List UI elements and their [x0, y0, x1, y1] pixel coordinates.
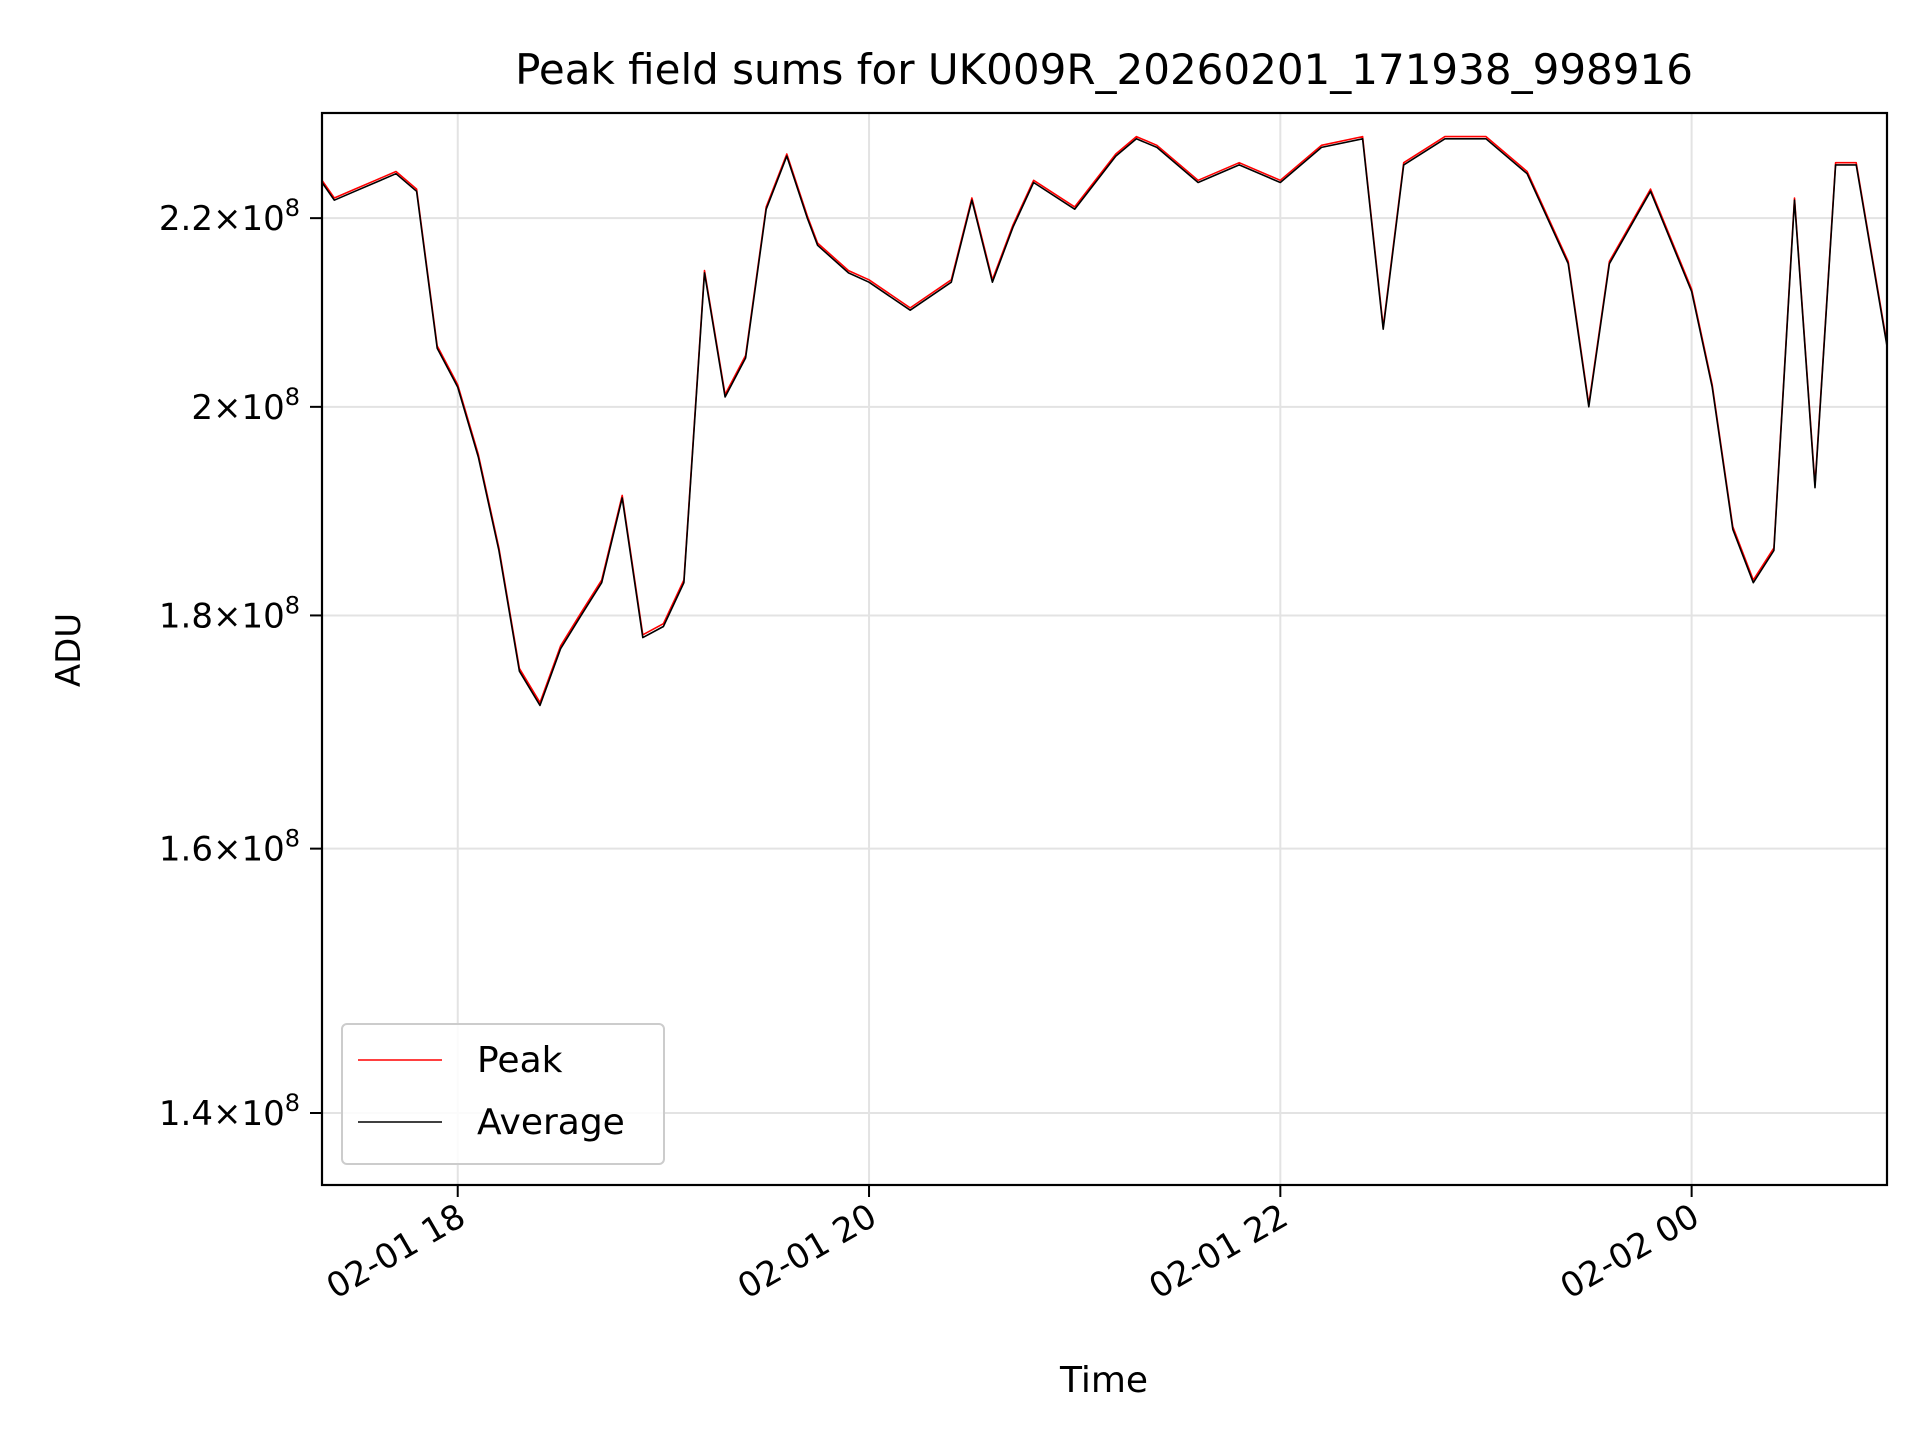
y-tick-exponent: 8: [285, 383, 300, 411]
y-tick-exponent: 8: [285, 194, 300, 222]
y-tick-mantissa: 2: [191, 388, 213, 428]
y-tick-exponent: 8: [285, 1089, 300, 1117]
legend-box: [341, 1023, 665, 1165]
y-tick-mantissa: 1.6: [159, 830, 213, 870]
y-tick-exponent: 8: [285, 825, 300, 853]
y-tick-mantissa: 1.8: [159, 596, 213, 636]
plot-frame: [320, 111, 1889, 1187]
y-tick-label: 2×108: [191, 383, 300, 428]
legend-label-peak: Peak: [477, 1040, 563, 1081]
series-lines: [322, 135, 1887, 707]
legend: Peak Average: [341, 1023, 665, 1165]
y-tick-mantissa: 1.4: [159, 1094, 213, 1134]
y-tick-label: 1.6×108: [159, 825, 300, 870]
y-tick-exponent: 8: [285, 591, 300, 619]
y-tick-label: 1.8×108: [159, 591, 300, 636]
y-tick-mantissa: 2.2: [159, 199, 213, 239]
y-axis-label: ADU: [49, 613, 89, 687]
legend-label-average: Average: [477, 1102, 625, 1143]
series-line-average: [322, 138, 1887, 707]
y-tick-label: 1.4×108: [159, 1089, 300, 1134]
chart-title: Peak field sums for UK009R_20260201_1719…: [515, 45, 1693, 94]
x-axis-label: Time: [1059, 1360, 1148, 1401]
y-tick-label: 2.2×108: [159, 194, 300, 239]
